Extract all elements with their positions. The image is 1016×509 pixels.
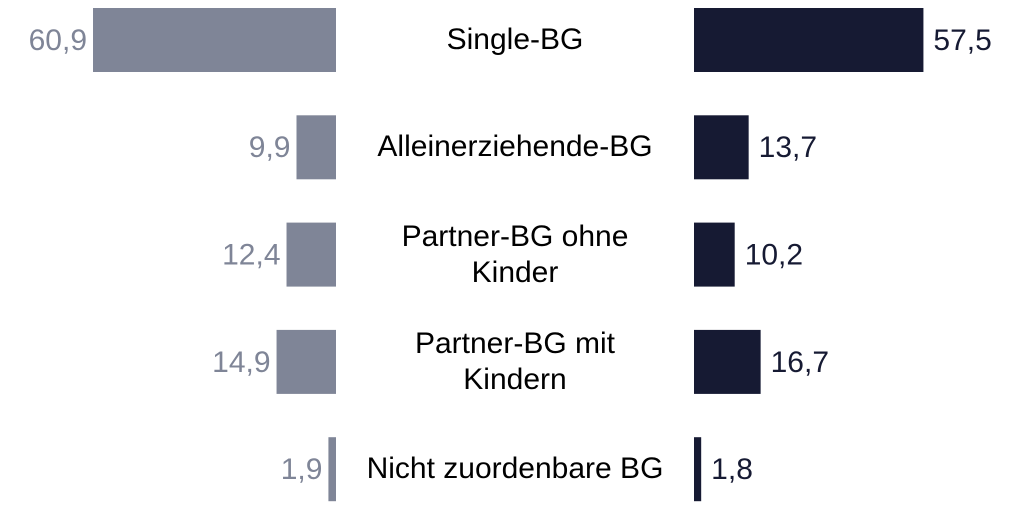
value-label: 12,4 (222, 239, 280, 272)
category-label: Nicht zuordenbare BG (366, 452, 664, 486)
category-label: Partner-BG ohne Kinder (401, 219, 629, 289)
bar (296, 115, 336, 180)
category-label: Single-BG (446, 23, 584, 56)
bar (694, 222, 735, 287)
bar (328, 437, 336, 502)
bar (694, 329, 761, 394)
value-label: 14,9 (212, 346, 270, 379)
value-label: 13,7 (759, 131, 817, 164)
value-label: 1,9 (281, 453, 323, 486)
bar (694, 115, 749, 180)
bar (93, 8, 336, 72)
category-label: Alleinerziehende-BG (377, 130, 653, 164)
bar (694, 437, 702, 502)
value-label: 16,7 (771, 346, 829, 379)
value-label: 60,9 (29, 24, 87, 57)
value-label: 9,9 (249, 131, 291, 164)
value-label: 57,5 (933, 24, 991, 57)
bar (694, 8, 924, 72)
value-label: 10,2 (745, 239, 803, 272)
value-label: 1,8 (711, 453, 753, 486)
bar (276, 329, 336, 394)
category-label: Partner-BG mit Kindern (414, 326, 616, 396)
bar (286, 222, 336, 287)
